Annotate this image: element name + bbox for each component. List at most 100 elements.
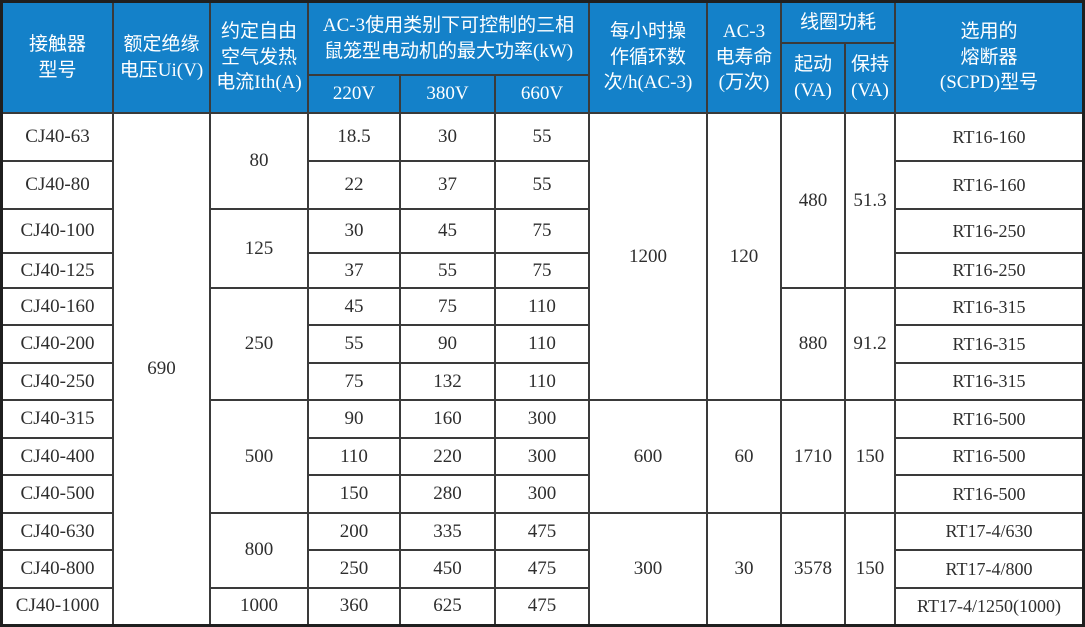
fuse-cell: RT17-4/800 bbox=[896, 551, 1082, 587]
power-220v-cell: 150 bbox=[309, 476, 399, 512]
model-cell: CJ40-250 bbox=[3, 363, 112, 400]
power-220v-cell: 75 bbox=[309, 363, 399, 400]
rated-voltage-cell: 690 bbox=[114, 114, 209, 624]
header-220v: 220V bbox=[309, 76, 399, 112]
power-660v-cell: 475 bbox=[496, 513, 588, 550]
fuse-cell: RT16-315 bbox=[896, 363, 1082, 400]
power-220v-cell: 18.5 bbox=[309, 114, 399, 160]
power-660v-cell: 475 bbox=[496, 551, 588, 587]
cycles-cell: 600 bbox=[590, 401, 706, 512]
power-660v-cell: 475 bbox=[496, 588, 588, 624]
model-cell: CJ40-80 bbox=[3, 162, 112, 208]
power-660v-cell: 75 bbox=[496, 254, 588, 287]
model-cell: CJ40-63 bbox=[3, 114, 112, 160]
model-cell: CJ40-1000 bbox=[3, 588, 112, 624]
power-660v-cell: 110 bbox=[496, 363, 588, 400]
fuse-cell: RT16-500 bbox=[896, 476, 1082, 512]
coil-hold-cell: 150 bbox=[846, 513, 894, 624]
power-220v-cell: 200 bbox=[309, 513, 399, 550]
model-cell: CJ40-200 bbox=[3, 326, 112, 362]
cycles-cell: 300 bbox=[590, 513, 706, 624]
power-380v-cell: 75 bbox=[401, 289, 494, 325]
fuse-cell: RT16-315 bbox=[896, 289, 1082, 325]
power-220v-cell: 90 bbox=[309, 401, 399, 437]
model-cell: CJ40-315 bbox=[3, 401, 112, 437]
ith-cell: 1000 bbox=[211, 588, 307, 624]
fuse-cell: RT17-4/1250(1000) bbox=[896, 588, 1082, 624]
power-220v-cell: 55 bbox=[309, 326, 399, 362]
fuse-cell: RT16-500 bbox=[896, 438, 1082, 475]
power-660v-cell: 300 bbox=[496, 401, 588, 437]
coil-start-cell: 880 bbox=[782, 289, 844, 400]
power-220v-cell: 37 bbox=[309, 254, 399, 287]
model-cell: CJ40-160 bbox=[3, 289, 112, 325]
model-cell: CJ40-800 bbox=[3, 551, 112, 587]
fuse-cell: RT16-160 bbox=[896, 114, 1082, 160]
power-380v-cell: 220 bbox=[401, 438, 494, 475]
power-660v-cell: 75 bbox=[496, 210, 588, 252]
power-660v-cell: 55 bbox=[496, 114, 588, 160]
life-cell: 60 bbox=[708, 401, 780, 512]
model-cell: CJ40-100 bbox=[3, 210, 112, 252]
power-660v-cell: 110 bbox=[496, 289, 588, 325]
coil-start-cell: 3578 bbox=[782, 513, 844, 624]
power-220v-cell: 45 bbox=[309, 289, 399, 325]
model-cell: CJ40-630 bbox=[3, 513, 112, 550]
header-660v: 660V bbox=[496, 76, 588, 112]
header-coil-start: 起动 (VA) bbox=[782, 44, 844, 112]
coil-hold-cell: 91.2 bbox=[846, 289, 894, 400]
power-380v-cell: 45 bbox=[401, 210, 494, 252]
power-380v-cell: 280 bbox=[401, 476, 494, 512]
power-380v-cell: 37 bbox=[401, 162, 494, 208]
power-220v-cell: 250 bbox=[309, 551, 399, 587]
power-660v-cell: 300 bbox=[496, 438, 588, 475]
model-cell: CJ40-125 bbox=[3, 254, 112, 287]
ith-cell: 800 bbox=[211, 513, 307, 587]
header-coil-power-group: 线圈功耗 bbox=[782, 3, 894, 42]
header-rated-voltage: 额定绝缘 电压Ui(V) bbox=[114, 3, 209, 112]
power-380v-cell: 132 bbox=[401, 363, 494, 400]
power-660v-cell: 300 bbox=[496, 476, 588, 512]
fuse-cell: RT16-250 bbox=[896, 254, 1082, 287]
header-electrical-life: AC-3 电寿命 (万次) bbox=[708, 3, 780, 112]
fuse-cell: RT16-160 bbox=[896, 162, 1082, 208]
coil-start-cell: 480 bbox=[782, 114, 844, 287]
ith-cell: 250 bbox=[211, 289, 307, 400]
coil-hold-cell: 150 bbox=[846, 401, 894, 512]
power-660v-cell: 110 bbox=[496, 326, 588, 362]
power-220v-cell: 22 bbox=[309, 162, 399, 208]
ith-cell: 80 bbox=[211, 114, 307, 208]
model-cell: CJ40-500 bbox=[3, 476, 112, 512]
header-coil-hold: 保持 (VA) bbox=[846, 44, 894, 112]
life-cell: 120 bbox=[708, 114, 780, 400]
power-380v-cell: 160 bbox=[401, 401, 494, 437]
header-contactor-model: 接触器 型号 bbox=[3, 3, 112, 112]
power-220v-cell: 110 bbox=[309, 438, 399, 475]
power-380v-cell: 450 bbox=[401, 551, 494, 587]
header-380v: 380V bbox=[401, 76, 494, 112]
fuse-cell: RT16-500 bbox=[896, 401, 1082, 437]
ith-cell: 500 bbox=[211, 401, 307, 512]
header-operating-cycles: 每小时操 作循环数 次/h(AC-3) bbox=[590, 3, 706, 112]
power-380v-cell: 625 bbox=[401, 588, 494, 624]
power-380v-cell: 55 bbox=[401, 254, 494, 287]
header-thermal-current: 约定自由 空气发热 电流Ith(A) bbox=[211, 3, 307, 112]
power-380v-cell: 30 bbox=[401, 114, 494, 160]
header-ac3-power-group: AC-3使用类别下可控制的三相 鼠笼型电动机的最大功率(kW) bbox=[309, 3, 588, 74]
header-fuse-type: 选用的 熔断器 (SCPD)型号 bbox=[896, 3, 1082, 112]
fuse-cell: RT16-250 bbox=[896, 210, 1082, 252]
power-380v-cell: 90 bbox=[401, 326, 494, 362]
life-cell: 30 bbox=[708, 513, 780, 624]
ith-cell: 125 bbox=[211, 210, 307, 287]
power-660v-cell: 55 bbox=[496, 162, 588, 208]
coil-start-cell: 1710 bbox=[782, 401, 844, 512]
power-380v-cell: 335 bbox=[401, 513, 494, 550]
fuse-cell: RT17-4/630 bbox=[896, 513, 1082, 550]
power-220v-cell: 360 bbox=[309, 588, 399, 624]
power-220v-cell: 30 bbox=[309, 210, 399, 252]
coil-hold-cell: 51.3 bbox=[846, 114, 894, 287]
cycles-cell: 1200 bbox=[590, 114, 706, 400]
fuse-cell: RT16-315 bbox=[896, 326, 1082, 362]
model-cell: CJ40-400 bbox=[3, 438, 112, 475]
